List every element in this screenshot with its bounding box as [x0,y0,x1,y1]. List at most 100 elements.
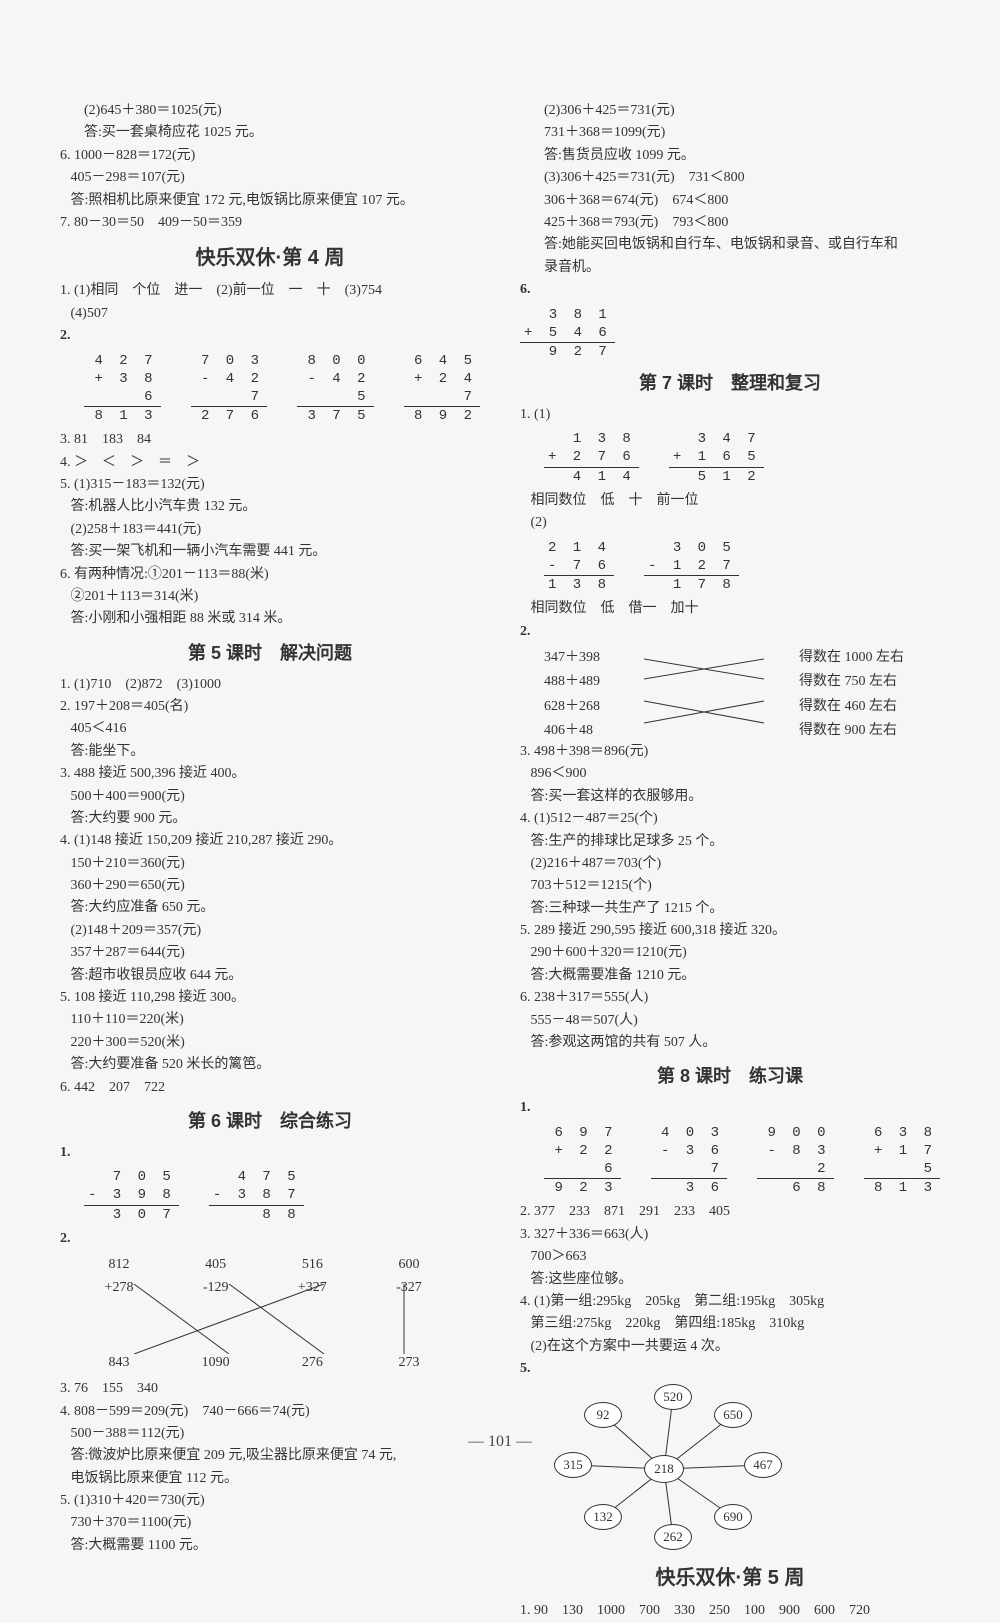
text-line: 1. 90 130 1000 700 330 250 100 900 600 7… [520,1600,940,1622]
vertical-calc: 3 0 5 - 1 2 7 1 7 8 [644,539,739,595]
text-line: 答:大概需要准备 1210 元。 [520,965,940,987]
calc-row: 1 3 8 + 2 7 6 4 1 4 3 4 7 + 1 6 5 5 1 2 [544,430,940,486]
q1-label: 1. [520,1097,940,1119]
text-line: 703＋512＝1215(个) [520,875,940,897]
text-line: 相同数位 低 借一 加十 [520,598,940,620]
text-line: 答:大约要准备 520 米长的篱笆。 [60,1054,480,1076]
text-line: 答:她能买回电饭锅和自行车、电饭锅和录音、或自行车和 [544,234,940,256]
vertical-calc: 3 8 1 + 5 4 6 9 2 7 [520,306,615,362]
q5-label: 5. [520,1358,940,1380]
text-line: 4. (1)148 接近 150,209 接近 210,287 接近 290。 [60,830,480,852]
text-line: 答:大约要 900 元。 [60,808,480,830]
text-line: 答:三种球一共生产了 1215 个。 [520,898,940,920]
text-line: 答:能坐下。 [60,741,480,763]
vertical-calc: 4 7 5 - 3 8 7 8 8 [209,1168,304,1224]
cross-bot-item: 273 [374,1352,444,1374]
vertical-calc: 3 4 7 + 1 6 5 5 1 2 [669,430,764,486]
text-line: 357＋287＝644(元) [60,942,480,964]
text-line: 290＋600＋320＝1210(元) [520,942,940,964]
match-left-item: 628＋268 [544,696,600,718]
text-line: 答:买一套这样的衣服够用。 [520,786,940,808]
text-line: 896＜900 [520,763,940,785]
q1-label: 1. [60,1142,480,1164]
lesson6-rest: 3. 76 155 3404. 808－599＝209(元) 740－666＝7… [60,1378,480,1557]
vertical-calc: 7 0 3 - 4 2 7 2 7 6 [191,352,268,426]
match-left-item: 406＋48 [544,720,600,742]
heading-lesson5: 第 5 课时 解决问题 [60,639,480,668]
text-line: 3. 327＋336＝663(人) [520,1224,940,1246]
text-line: 3. 498＋398＝896(元) [520,741,940,763]
vertical-calc: 2 1 4 - 7 6 1 3 8 [544,539,614,595]
match-right-item: 得数在 900 左右 [799,720,904,742]
text-line: 5. 108 接近 110,298 接近 300。 [60,987,480,1009]
right-column: (2)306＋425＝731(元)731＋368＝1099(元)答:售货员应收 … [520,100,940,1623]
match-left-item: 347＋398 [544,647,600,669]
text-line: (2)645＋380＝1025(元) [84,100,480,122]
text-line: ②201＋113＝314(米) [60,586,480,608]
text-line: 4. (1)512－487＝25(个) [520,808,940,830]
text-line: (4)507 [60,303,480,325]
cross-lines-svg [114,1284,414,1354]
calc-row: 4 2 7 + 3 8 6 8 1 3 7 0 3 - 4 2 7 2 7 6 … [84,352,480,426]
cross-bot-item: 1090 [181,1352,251,1374]
text-line: 5. (1)310＋420＝730(元) [60,1490,480,1512]
text-line: (3)306＋425＝731(元) 731＜800 [544,167,940,189]
text-line: 6. 有两种情况:①201－113＝88(米) [60,564,480,586]
text-line: 405＜416 [60,718,480,740]
text-line: 答:大概需要 1100 元。 [60,1535,480,1557]
text-line: 答:售货员应收 1099 元。 [544,145,940,167]
q2-label: 2. [520,621,940,643]
cross-bot-item: 276 [277,1352,347,1374]
text-line: 7. 80－30＝50 409－50＝359 [60,212,480,234]
text-line: 500＋400＝900(元) [60,786,480,808]
text-line: 150＋210＝360(元) [60,853,480,875]
left-pre: (2)645＋380＝1025(元) 答:买一套桌椅应花 1025 元。 [60,100,480,145]
match-diagram: 347＋398488＋489628＋268406＋48 得数在 1000 左右得… [544,647,904,737]
text-line: 3. 76 155 340 [60,1378,480,1400]
vertical-calc: 6 4 5 + 2 4 7 8 9 2 [404,352,481,426]
right-pre: (2)306＋425＝731(元)731＋368＝1099(元)答:售货员应收 … [520,100,940,279]
text-line: 答:参观这两馆的共有 507 人。 [520,1032,940,1054]
text-line: 答:这些座位够。 [520,1269,940,1291]
lesson7-rest: 3. 498＋398＝896(元) 896＜900 答:买一套这样的衣服够用。4… [520,741,940,1054]
vertical-calc: 7 0 5 - 3 9 8 3 0 7 [84,1168,179,1224]
text-line: (2) [520,512,940,534]
text-line: 4. ＞ ＜ ＞ ＝ ＞ [60,452,480,474]
bubble-diagram: 21852065046769026213231592 [544,1384,784,1554]
cross-bot-item: 843 [84,1352,154,1374]
text-line: 730＋370＝1100(元) [60,1512,480,1534]
match-right-item: 得数在 1000 左右 [799,647,904,669]
text-line: 405－298＝107(元) [60,167,480,189]
q2-label: 2. [60,1228,480,1250]
left-column: (2)645＋380＝1025(元) 答:买一套桌椅应花 1025 元。 6. … [60,100,480,1623]
calc-row: 3 8 1 + 5 4 6 9 2 7 [520,306,940,362]
text-line: 731＋368＝1099(元) [544,122,940,144]
text-line: 答:买一套桌椅应花 1025 元。 [84,122,480,144]
text-line: 2. 377 233 871 291 233 405 [520,1201,940,1223]
calc-row: 6 9 7 + 2 2 6 9 2 3 4 0 3 - 3 6 7 3 6 9 … [544,1124,940,1198]
text-line: 6. 238＋317＝555(人) [520,987,940,1009]
text-line: 1. (1)相同 个位 进一 (2)前一位 一 十 (3)754 [60,280,480,302]
vertical-calc: 6 3 8 + 1 7 5 8 1 3 [864,1124,941,1198]
vertical-calc: 1 3 8 + 2 7 6 4 1 4 [544,430,639,486]
lesson8-rest: 2. 377 233 871 291 233 4053. 327＋336＝663… [520,1201,940,1358]
text-line: 1. (1)710 (2)872 (3)1000 [60,674,480,696]
text-line: 5. (1)315－183＝132(元) [60,474,480,496]
vertical-calc: 9 0 0 - 8 3 2 6 8 [757,1124,834,1198]
text-line: 6. 442 207 722 [60,1077,480,1099]
q2-label: 2. [60,325,480,347]
match-left-item: 488＋489 [544,671,600,693]
heading-lesson7: 第 7 课时 整理和复习 [520,369,940,398]
page-number: — 101 — [0,1433,1000,1451]
text-line: 110＋110＝220(米) [60,1009,480,1031]
heading-lesson6: 第 6 课时 综合练习 [60,1107,480,1136]
text-line: 3. 488 接近 500,396 接近 400。 [60,763,480,785]
cross-match-diagram: 812 +278 405 -129 516 +327 600 -327 843 … [84,1254,444,1374]
match-lines-svg [644,651,764,733]
text-line: 答:生产的排球比足球多 25 个。 [520,831,940,853]
heading-week5: 快乐双休·第 5 周 [520,1562,940,1594]
text-line: 220＋300＝520(米) [60,1032,480,1054]
heading-lesson8: 第 8 课时 练习课 [520,1062,940,1091]
text-line: 4. 808－599＝209(元) 740－666＝74(元) [60,1401,480,1423]
text-line: 425＋368＝793(元) 793＜800 [544,212,940,234]
